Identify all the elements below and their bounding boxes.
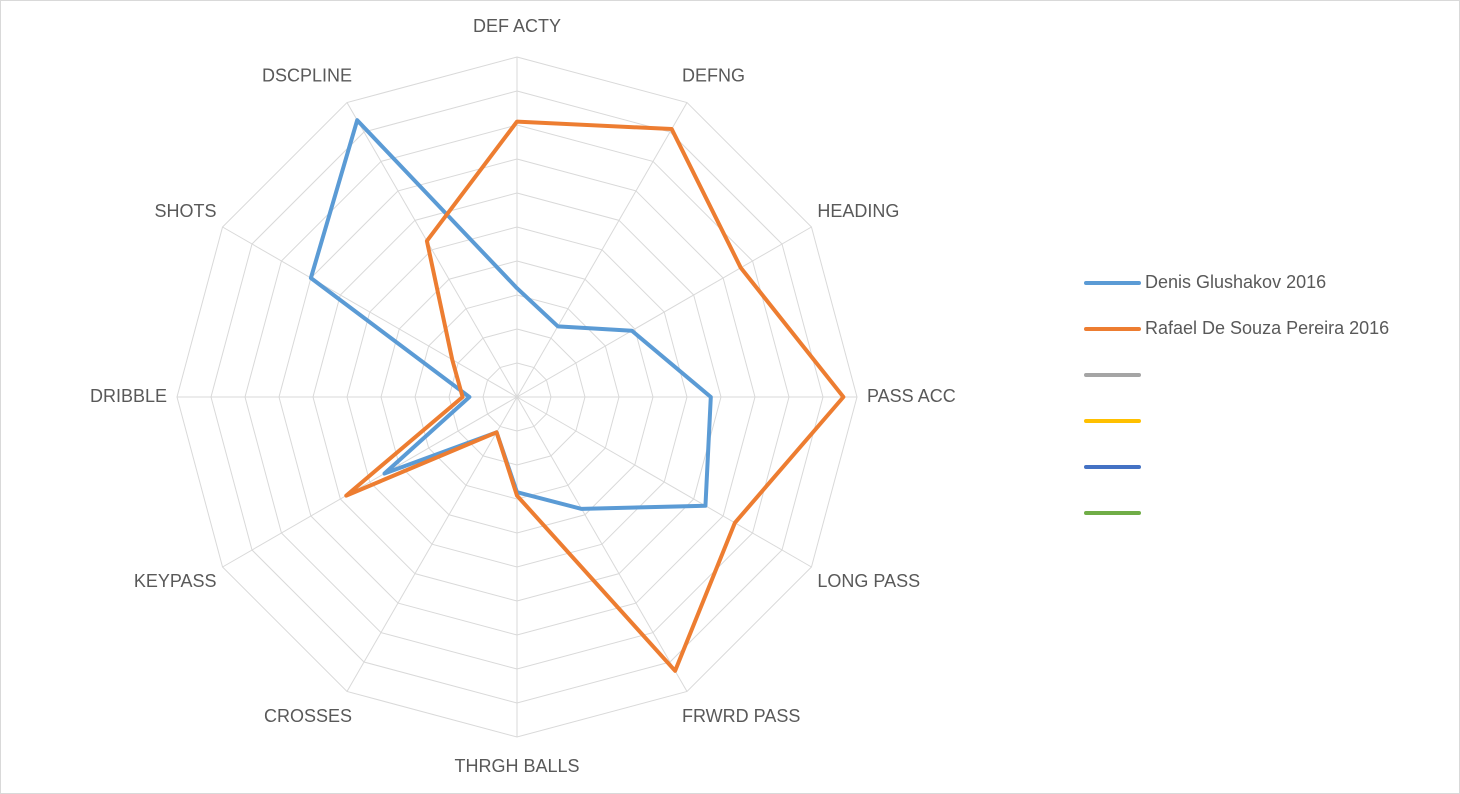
spoke — [346, 396, 518, 692]
legend-label: Rafael De Souza Pereira 2016 — [1145, 318, 1389, 338]
spoke — [516, 396, 812, 568]
axis-label: KEYPASS — [134, 571, 217, 591]
axis-label: THRGH BALLS — [454, 756, 579, 776]
spoke — [222, 226, 518, 398]
spoke — [516, 396, 688, 692]
spoke — [516, 102, 688, 398]
spoke — [346, 102, 518, 398]
spoke — [516, 226, 812, 398]
legend-label: Denis Glushakov 2016 — [1145, 272, 1326, 292]
series-line — [344, 119, 846, 673]
axis-label: PASS ACC — [867, 386, 956, 406]
axis-label: SHOTS — [155, 201, 217, 221]
axis-label: CROSSES — [264, 706, 352, 726]
axis-label: DSCPLINE — [262, 65, 352, 85]
spoke — [222, 396, 518, 568]
axis-label: DEF ACTY — [473, 16, 561, 36]
axis-label: FRWRD PASS — [682, 706, 800, 726]
axis-label: DRIBBLE — [90, 386, 167, 406]
axis-label: HEADING — [817, 201, 899, 221]
axis-label: DEFNG — [682, 65, 745, 85]
axis-label: LONG PASS — [817, 571, 920, 591]
